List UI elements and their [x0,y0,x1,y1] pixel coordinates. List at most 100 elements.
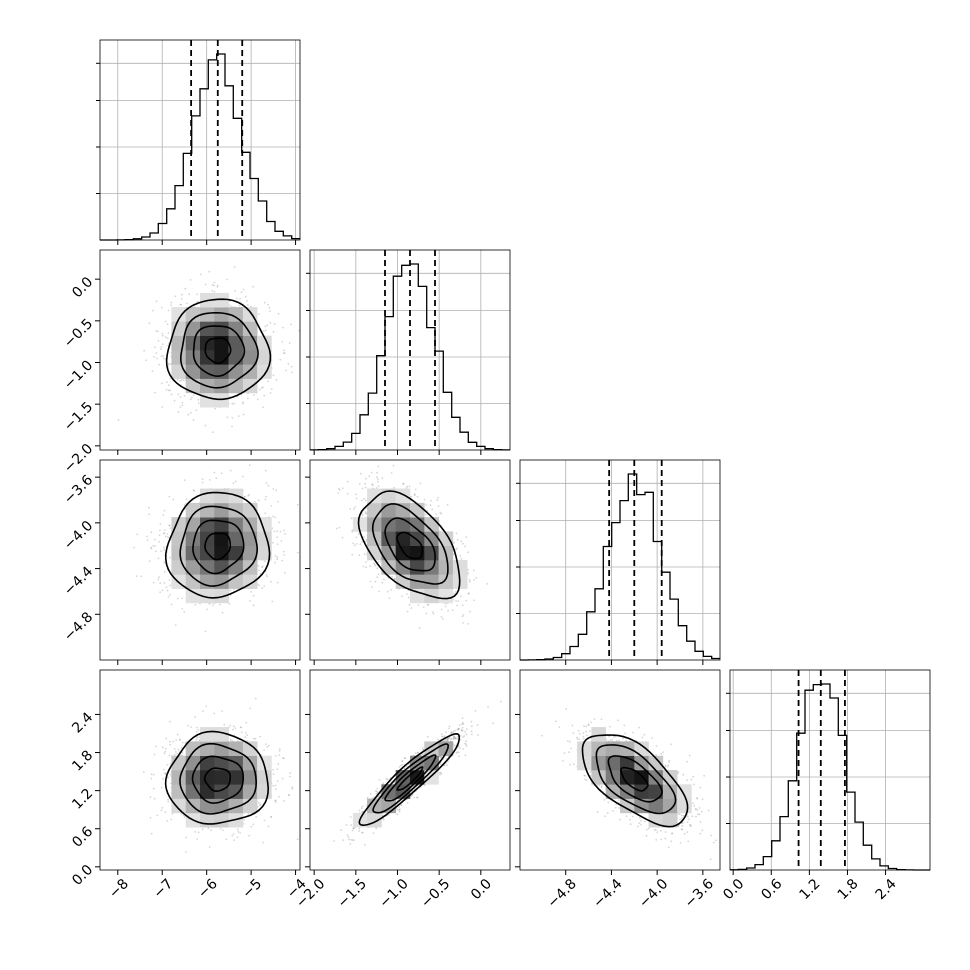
sample-point [247,494,250,497]
sample-point [425,612,428,615]
sample-point [269,322,272,324]
density-cell [410,588,425,604]
sample-point [373,562,375,565]
sample-point [273,323,276,325]
sample-point [204,283,207,286]
sample-point [370,471,373,474]
sample-point [365,540,368,543]
sample-point [376,471,378,474]
sample-point [213,281,216,284]
sample-point [456,538,459,541]
sample-point [148,560,151,563]
sample-point [278,748,281,750]
contour-line [192,519,245,575]
density-cell [242,364,258,379]
sample-point [435,513,438,515]
sample-point [274,516,277,519]
sample-point [393,578,396,580]
sample-point [354,506,356,509]
sample-point [283,349,285,352]
sample-point [248,493,251,496]
sample-point [229,469,232,472]
panel-2d-1-0 [99,249,301,451]
sample-point [233,266,236,268]
sample-point [261,565,264,568]
density-cell [200,307,215,322]
sample-point [383,578,385,581]
sample-point [215,477,218,480]
sample-point [259,803,262,806]
sample-point [440,513,443,515]
sample-point [160,550,163,552]
sample-point [234,290,237,292]
sample-point [437,496,439,499]
sample-point [161,332,164,335]
sample-point [454,591,457,593]
sample-point [167,595,170,598]
sample-point [170,603,173,606]
sample-point [232,482,235,484]
sample-point [388,597,391,600]
sample-point [381,581,384,584]
sample-point [465,536,468,538]
sample-point [165,388,168,391]
density-cell [257,350,272,365]
sample-point [401,595,403,598]
density-cell [228,307,244,322]
density-cell [424,560,439,575]
sample-point [413,493,416,496]
sample-point [472,569,475,572]
sample-point [241,402,244,405]
sample-point [375,487,378,489]
contour-line [165,491,271,599]
density-cell [171,321,186,336]
sample-point [273,530,276,533]
sample-point [160,382,163,385]
sample-point [176,378,179,381]
sample-point [361,487,364,490]
density-cell [438,560,454,575]
sample-point [213,471,216,474]
density-cell [228,545,244,561]
sample-point [391,576,393,578]
sample-point [269,310,271,312]
sample-point [233,402,236,405]
sample-point [196,300,199,303]
sample-point [274,799,277,802]
density-cell [200,560,215,575]
sample-point [192,489,195,492]
sample-point [148,513,151,516]
sample-point [441,618,444,620]
sample-point [408,603,411,606]
sample-point [168,579,171,581]
density-cell [214,392,229,408]
sample-point [204,424,207,427]
density-cell [200,588,215,604]
sample-point [189,411,192,414]
sample-point [179,303,182,306]
sample-point [467,568,469,571]
sample-point [355,543,358,545]
sample-point [279,530,282,533]
sample-point [150,832,153,835]
sample-point [263,301,266,304]
sample-point [276,556,279,559]
sample-point [174,624,177,626]
density-cell [395,488,411,504]
sample-point [392,464,395,467]
sample-point [364,512,367,515]
density-cell [214,378,229,394]
sample-point [133,546,135,549]
sample-point [457,600,460,602]
sample-point [355,536,358,539]
sample-point [201,478,204,481]
sample-point [172,498,175,501]
sample-point [257,805,259,808]
sample-point [265,743,267,745]
sample-point [462,542,464,545]
sample-point [179,396,182,398]
contour-line [371,503,449,585]
sample-point [167,384,170,387]
sample-point [226,278,229,281]
sample-point [374,564,377,567]
